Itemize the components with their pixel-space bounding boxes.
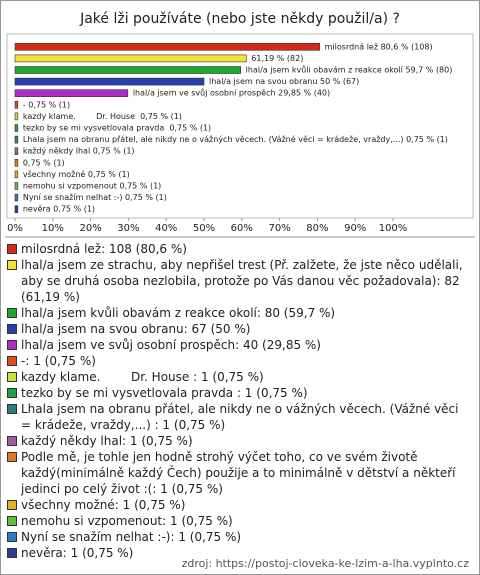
- x-tick-label: 10%: [42, 223, 64, 234]
- legend-item: milosrdná lež: 108 (80,6 %): [7, 241, 471, 257]
- x-tick-label: 80%: [306, 223, 328, 234]
- chart-title: Jaké lži používáte (nebo jste někdy použ…: [79, 11, 400, 27]
- bar: [14, 89, 129, 97]
- x-tick-label: 20%: [79, 223, 101, 234]
- bar-label: 0,75 % (1): [23, 158, 65, 167]
- bar: [14, 170, 19, 179]
- bar-label: Lhala jsem na obranu přátel, ale nikdy n…: [23, 134, 448, 144]
- bar: [14, 54, 247, 63]
- bar: [14, 77, 205, 86]
- legend-swatch: [7, 356, 17, 366]
- bar-label: každý někdy lhal 0,75 % (1): [23, 147, 135, 156]
- x-tick-label: 40%: [155, 223, 177, 234]
- legend-label: všechny možné: 1 (0,75 %): [21, 498, 186, 512]
- legend-label: Nyní se snažím nelhat :-): 1 (0,75 %): [21, 530, 242, 544]
- bar-label: Nyní se snažím nelhat :-) 0,75 % (1): [23, 193, 167, 202]
- x-tick-label: 100%: [379, 223, 408, 234]
- bar-label: - 0,75 % (1): [23, 100, 70, 109]
- bar: [14, 159, 19, 167]
- x-tick-label: 90%: [344, 223, 366, 234]
- legend-label: -: 1 (0,75 %): [21, 354, 96, 368]
- legend-swatch: [7, 548, 17, 558]
- bar: [14, 193, 19, 202]
- bar: [14, 101, 19, 109]
- legend-item: lhal/a jsem kvůli obavám z reakce okolí:…: [7, 305, 471, 321]
- bar-label: tezko by se mi vysvetlovala pravda 0,75 …: [23, 124, 211, 133]
- legend-item: Lhala jsem na obranu přátel, ale nikdy n…: [7, 401, 471, 433]
- bar: [14, 66, 241, 74]
- x-tick-label: 60%: [231, 223, 253, 234]
- legend-label: kazdy klame. Dr. House : 1 (0,75 %): [21, 370, 264, 384]
- legend-item: Nyní se snažím nelhat :-): 1 (0,75 %): [7, 529, 471, 545]
- legend-swatch: [7, 436, 17, 446]
- legend-label: každý někdy lhal: 1 (0,75 %): [21, 434, 193, 448]
- chart: Jaké lži používáte (nebo jste někdy použ…: [5, 11, 475, 238]
- bar-label: všechny možné 0,75 % (1): [23, 169, 130, 179]
- bar: [14, 147, 19, 155]
- legend-swatch: [7, 324, 17, 334]
- legend-label: milosrdná lež: 108 (80,6 %): [21, 242, 187, 256]
- legend-swatch: [7, 340, 17, 350]
- legend-swatch: [7, 500, 17, 510]
- legend-item: tezko by se mi vysvetlovala pravda : 1 (…: [7, 385, 471, 401]
- bar-label: nemohu si vzpomenout 0,75 % (1): [23, 182, 161, 191]
- legend-swatch: [7, 260, 17, 270]
- legend-item: všechny možné: 1 (0,75 %): [7, 497, 471, 513]
- bar-label: lhal/a jsem ve svůj osobní prospěch 29,8…: [133, 88, 330, 98]
- legend: milosrdná lež: 108 (80,6 %) lhal/a jsem z…: [7, 241, 471, 561]
- legend-item: Podle mě, je tohle jen hodně strohý výče…: [7, 449, 471, 497]
- legend-item: lhal/a jsem na svou obranu: 67 (50 %): [7, 321, 471, 337]
- bar: [14, 135, 19, 144]
- x-tick-label: 70%: [268, 223, 290, 234]
- plot-frame: [6, 33, 474, 219]
- legend-item: kazdy klame. Dr. House : 1 (0,75 %): [7, 369, 471, 385]
- legend-label: lhal/a jsem na svou obranu: 67 (50 %): [21, 322, 251, 336]
- legend-label: lhal/a jsem ze strachu, aby nepřišel tre…: [21, 258, 467, 304]
- legend-swatch: [7, 244, 17, 254]
- bar-label: nevěra 0,75 % (1): [23, 205, 95, 214]
- bar: [14, 182, 19, 190]
- bar-label: lhal/a jsem kvůli obavám z reakce okolí …: [246, 65, 453, 75]
- legend-label: tezko by se mi vysvetlovala pravda : 1 (…: [21, 386, 308, 400]
- legend-swatch: [7, 532, 17, 542]
- bar: [14, 42, 320, 51]
- legend-item: nemohu si vzpomenout: 1 (0,75 %): [7, 513, 471, 529]
- bar-label: lhal/a jsem na svou obranu 50 % (67): [209, 77, 359, 86]
- legend-label: lhal/a jsem ve svůj osobní prospěch: 40 …: [21, 338, 321, 352]
- bar: [14, 205, 19, 213]
- legend-swatch: [7, 516, 17, 526]
- source: zdroj: https://postoj-cloveka-ke-lzim-a-…: [181, 557, 469, 570]
- legend-item: lhal/a jsem ve svůj osobní prospěch: 40 …: [7, 337, 471, 353]
- legend-swatch: [7, 308, 17, 318]
- x-tick-label: 30%: [117, 223, 139, 234]
- bar: [14, 124, 19, 132]
- legend-item: -: 1 (0,75 %): [7, 353, 471, 369]
- bar-label: milosrdná lež 80,6 % (108): [325, 42, 433, 51]
- legend-label: nevěra: 1 (0,75 %): [21, 546, 134, 560]
- legend-swatch: [7, 452, 17, 462]
- bar: [14, 112, 19, 121]
- x-tick-label: 50%: [193, 223, 215, 234]
- legend-swatch: [7, 388, 17, 398]
- legend-label: Lhala jsem na obranu přátel, ale nikdy n…: [21, 402, 463, 432]
- x-tick-label: 0%: [7, 223, 23, 234]
- legend-label: lhal/a jsem kvůli obavám z reakce okolí:…: [21, 306, 336, 320]
- legend-swatch: [7, 404, 17, 414]
- legend-item: každý někdy lhal: 1 (0,75 %): [7, 433, 471, 449]
- legend-item: lhal/a jsem ze strachu, aby nepřišel tre…: [7, 257, 471, 305]
- bar-label: kazdy klame. Dr. House 0,75 % (1): [23, 112, 182, 121]
- legend-swatch: [7, 372, 17, 382]
- bar-label: 61,19 % (82): [251, 54, 303, 63]
- legend-label: Podle mě, je tohle jen hodně strohý výče…: [21, 450, 460, 496]
- legend-item: nevěra: 1 (0,75 %): [7, 545, 471, 561]
- legend-label: nemohu si vzpomenout: 1 (0,75 %): [21, 514, 233, 528]
